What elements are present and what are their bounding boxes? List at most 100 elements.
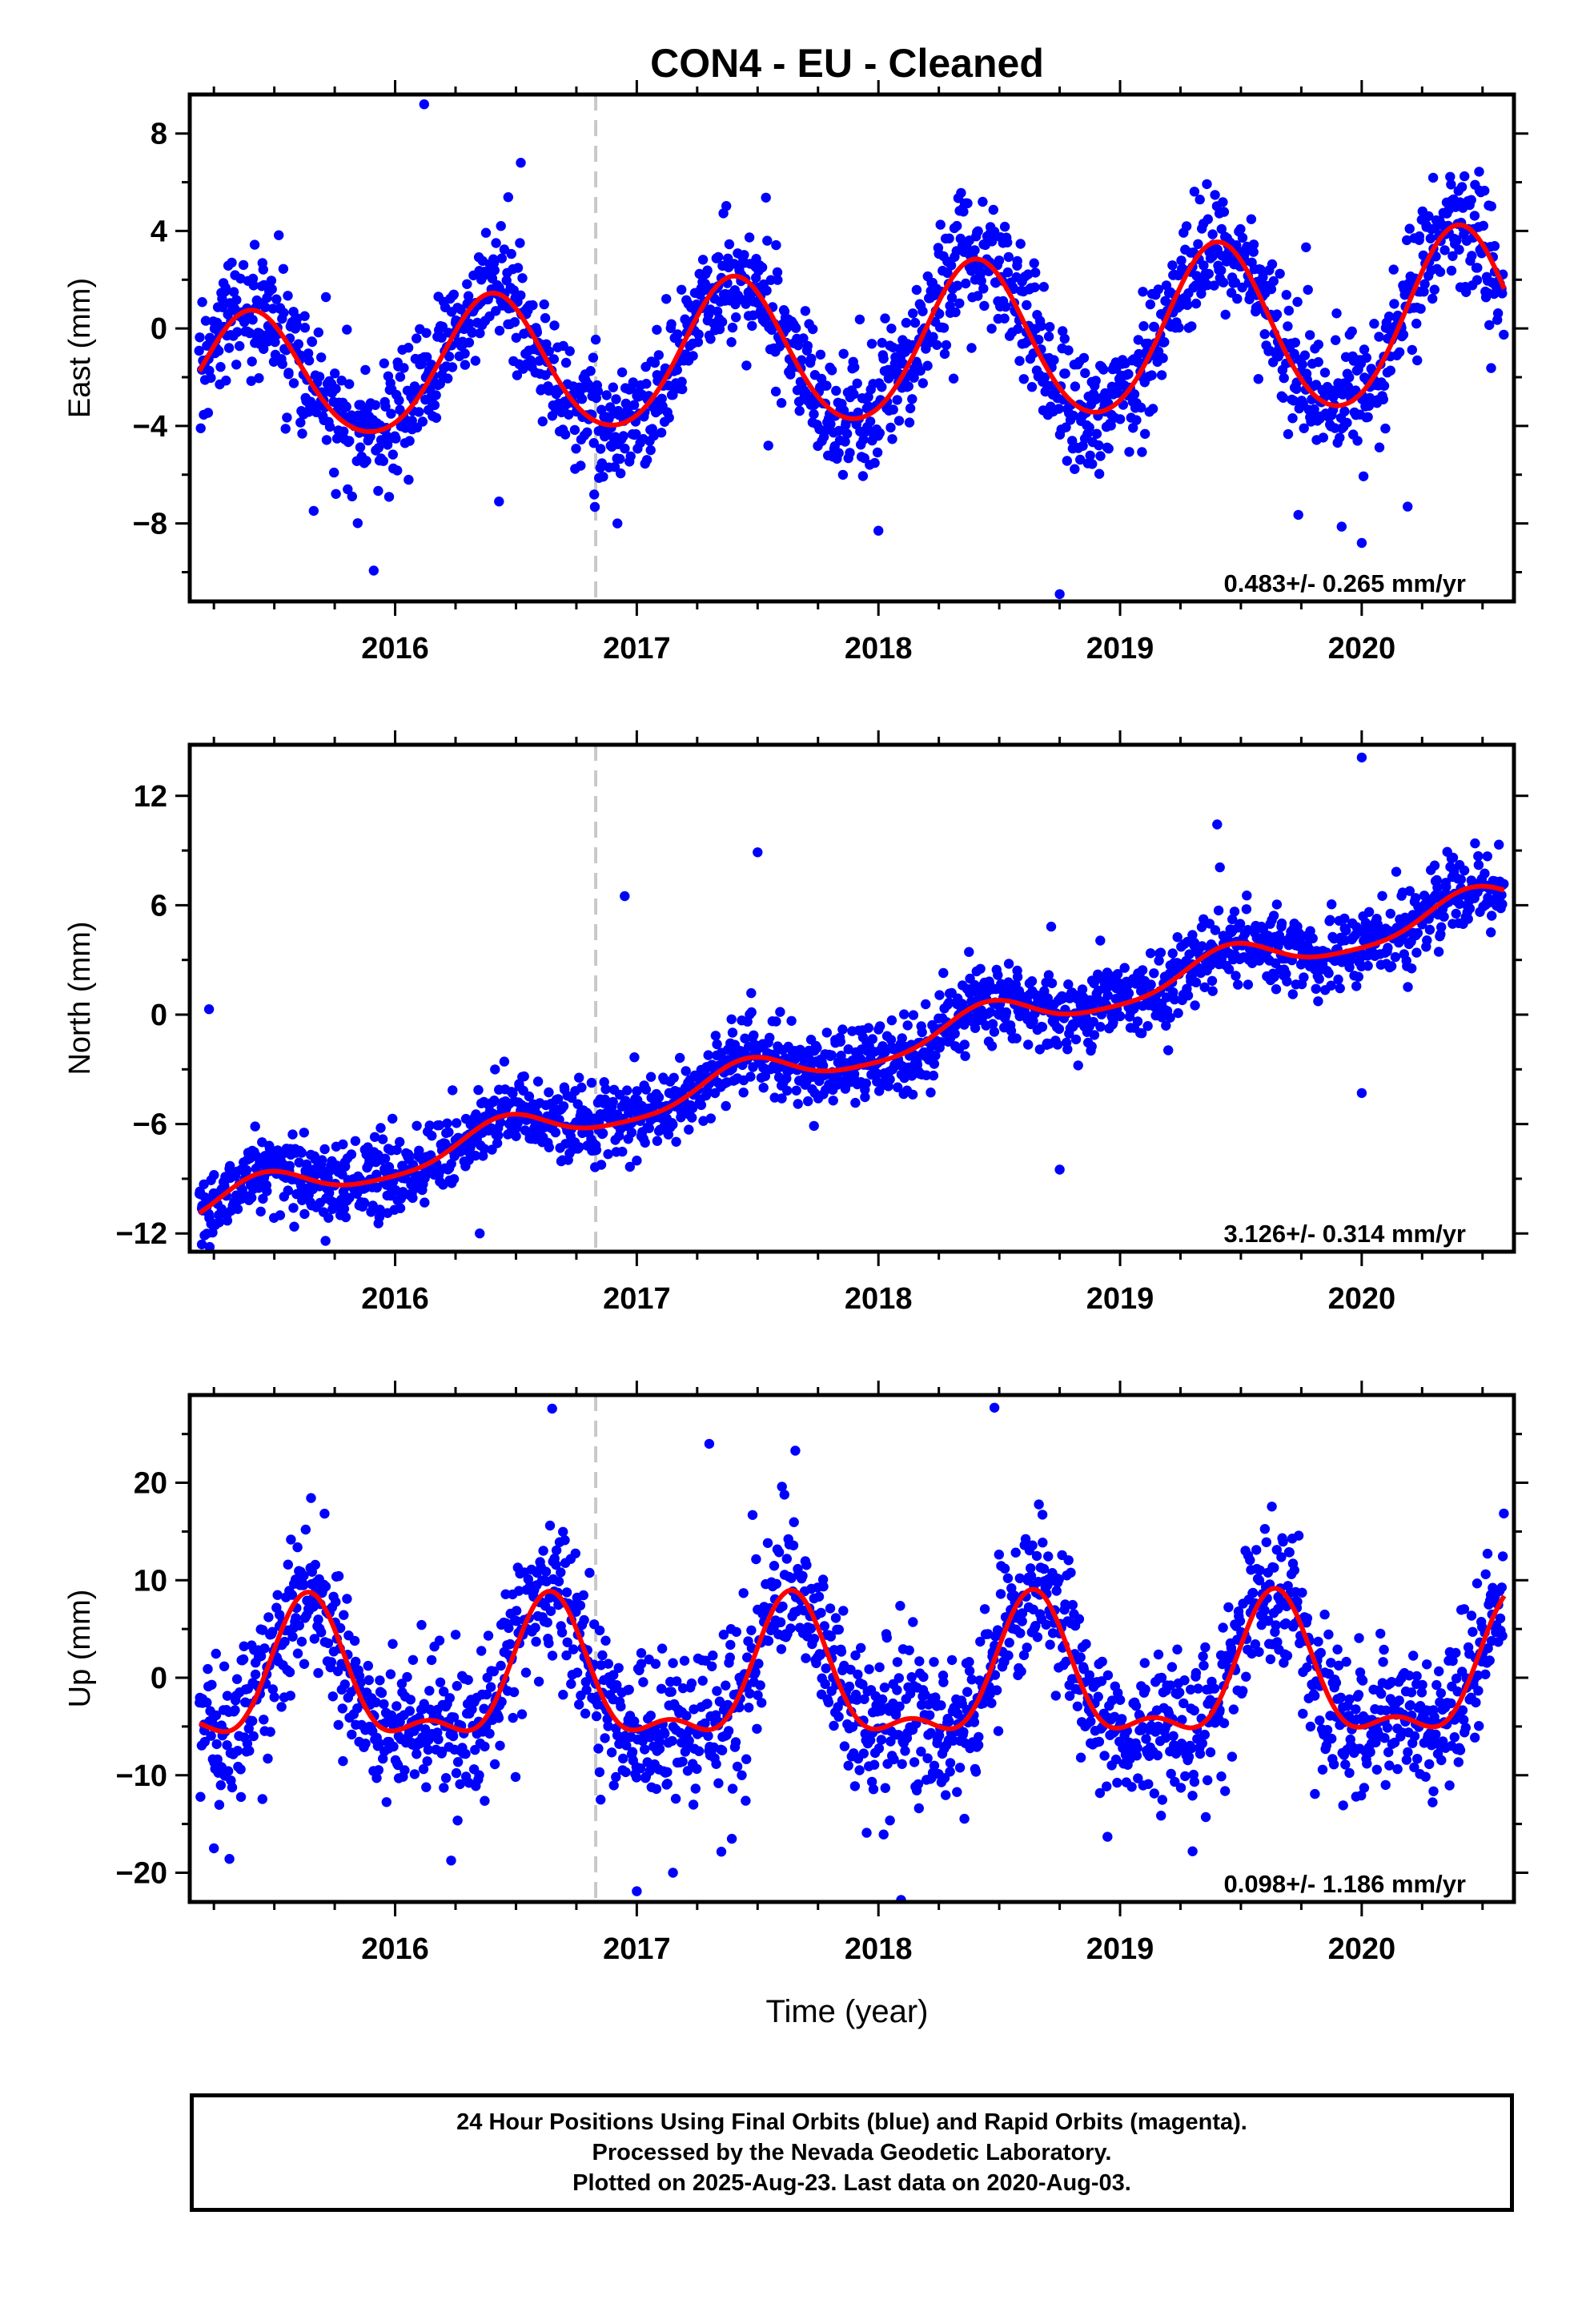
data-point bbox=[333, 1719, 343, 1731]
data-point bbox=[235, 273, 246, 284]
data-point bbox=[480, 227, 492, 238]
data-point bbox=[751, 1554, 761, 1565]
data-point bbox=[344, 436, 355, 446]
data-point bbox=[1193, 239, 1203, 249]
data-point bbox=[1078, 352, 1090, 364]
data-point bbox=[1447, 251, 1458, 261]
data-point bbox=[779, 1490, 789, 1500]
data-point bbox=[448, 1085, 458, 1096]
data-point bbox=[737, 1770, 747, 1780]
data-point bbox=[494, 325, 505, 336]
data-point bbox=[793, 340, 804, 351]
data-point bbox=[631, 1772, 642, 1783]
data-point bbox=[267, 1626, 278, 1637]
data-point bbox=[713, 251, 724, 263]
data-point bbox=[1154, 955, 1164, 966]
data-point bbox=[1006, 1026, 1017, 1036]
data-point bbox=[442, 1118, 452, 1128]
data-point bbox=[568, 1644, 579, 1655]
data-point bbox=[532, 1076, 544, 1087]
data-point bbox=[371, 1182, 382, 1193]
data-point bbox=[705, 1113, 717, 1124]
data-point bbox=[976, 267, 986, 278]
data-point bbox=[790, 1445, 801, 1456]
data-point bbox=[603, 1659, 613, 1669]
data-point bbox=[1326, 980, 1336, 991]
data-point bbox=[849, 1781, 861, 1791]
data-point bbox=[297, 1195, 307, 1206]
data-point bbox=[319, 1508, 330, 1519]
data-point bbox=[989, 1027, 1000, 1037]
data-point bbox=[662, 1767, 673, 1777]
data-point bbox=[239, 317, 250, 328]
data-point bbox=[1212, 819, 1223, 830]
data-point bbox=[1134, 348, 1144, 360]
data-point bbox=[1038, 282, 1050, 292]
data-point bbox=[206, 1731, 216, 1741]
data-point bbox=[421, 328, 432, 338]
data-point bbox=[287, 1590, 298, 1600]
data-point bbox=[284, 1160, 295, 1172]
data-point bbox=[747, 1510, 758, 1521]
data-point bbox=[913, 1779, 924, 1790]
data-point bbox=[861, 1078, 872, 1089]
data-point bbox=[330, 368, 340, 379]
data-point bbox=[429, 400, 440, 411]
data-point bbox=[530, 1622, 540, 1633]
data-point bbox=[533, 1676, 544, 1687]
data-point bbox=[1276, 918, 1287, 929]
data-point bbox=[677, 1683, 689, 1694]
data-point bbox=[352, 518, 363, 529]
data-point bbox=[741, 360, 752, 371]
data-point bbox=[452, 1815, 463, 1826]
data-point bbox=[1378, 394, 1389, 404]
data-point bbox=[444, 1693, 455, 1703]
data-point bbox=[863, 401, 874, 412]
data-point bbox=[344, 1192, 355, 1204]
data-point bbox=[954, 298, 965, 308]
data-point bbox=[258, 1193, 268, 1204]
data-point bbox=[603, 1149, 613, 1160]
data-point bbox=[1246, 214, 1257, 224]
data-point bbox=[566, 1679, 576, 1689]
data-point bbox=[1070, 464, 1080, 474]
data-point bbox=[1182, 300, 1193, 311]
data-point bbox=[418, 1763, 429, 1775]
data-point bbox=[1142, 338, 1154, 349]
data-point bbox=[1012, 255, 1022, 267]
data-point bbox=[656, 393, 667, 404]
data-point bbox=[375, 1204, 385, 1215]
data-point bbox=[724, 239, 735, 250]
data-point bbox=[693, 1746, 705, 1756]
data-point bbox=[826, 1050, 837, 1060]
data-point bbox=[495, 1740, 505, 1751]
data-point bbox=[803, 1096, 813, 1107]
data-point bbox=[1313, 340, 1324, 350]
data-point bbox=[761, 192, 771, 203]
data-point bbox=[880, 313, 890, 324]
data-point bbox=[1484, 320, 1495, 331]
x-tick-label: 2020 bbox=[1328, 1282, 1396, 1316]
data-point bbox=[1283, 305, 1295, 316]
data-point bbox=[703, 1731, 713, 1741]
data-point bbox=[1473, 850, 1484, 862]
velocity-label: 3.126+/- 0.314 mm/yr bbox=[1224, 1220, 1466, 1248]
data-point bbox=[1087, 459, 1098, 469]
data-point bbox=[1094, 440, 1104, 451]
data-point bbox=[203, 1004, 215, 1015]
data-point bbox=[892, 395, 902, 405]
data-point bbox=[838, 348, 849, 359]
data-point bbox=[1459, 865, 1470, 876]
data-point bbox=[399, 363, 409, 373]
data-point bbox=[592, 386, 604, 396]
data-point bbox=[405, 1695, 416, 1705]
data-point bbox=[414, 407, 424, 417]
data-point bbox=[921, 1070, 932, 1080]
data-point bbox=[576, 1082, 587, 1093]
data-point bbox=[934, 308, 945, 320]
data-point bbox=[874, 1662, 885, 1673]
data-point bbox=[960, 1051, 970, 1061]
data-point bbox=[340, 1161, 351, 1172]
data-point bbox=[916, 1747, 926, 1757]
data-point bbox=[667, 1735, 677, 1747]
